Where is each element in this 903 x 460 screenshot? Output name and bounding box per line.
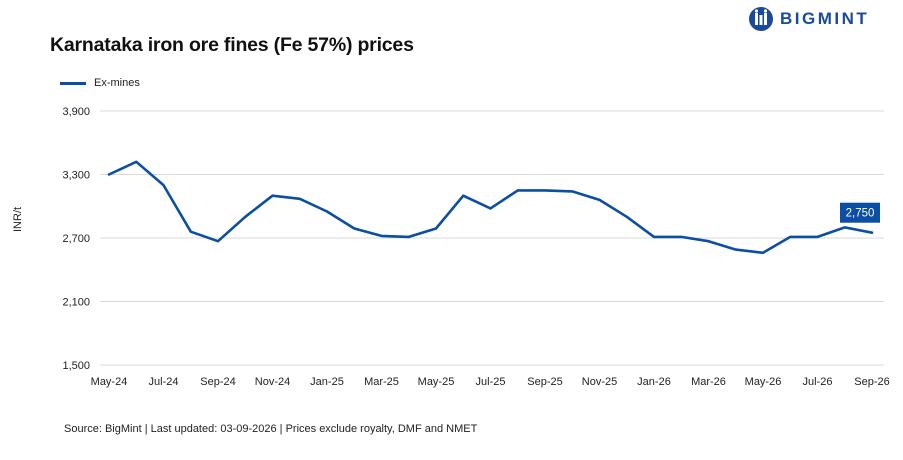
y-tick-label: 2,100	[62, 297, 90, 309]
chart-title: Karnataka iron ore fines (Fe 57%) prices	[50, 34, 414, 56]
x-tick-label: Sep-26	[854, 376, 889, 388]
annotation-group: 2,750	[840, 202, 880, 223]
series-group	[107, 160, 874, 255]
x-tick-label: Mar-26	[691, 376, 726, 388]
x-tick-label: Jan-26	[637, 376, 671, 388]
gridlines	[100, 110, 884, 366]
x-tick-label: Sep-24	[200, 376, 235, 388]
x-tick-label: Jul-25	[476, 376, 506, 388]
annotation-box	[840, 202, 880, 223]
x-tick-label: May-26	[745, 376, 782, 388]
x-tick-label: Nov-24	[255, 376, 290, 388]
bigmint-logo: BIGMINT	[748, 6, 869, 32]
x-tick-label: Nov-25	[582, 376, 617, 388]
x-tick-label: Mar-25	[364, 376, 399, 388]
y-tick-label: 3,900	[62, 106, 90, 118]
x-tick-label: May-24	[91, 376, 128, 388]
x-tick-label: Jul-24	[149, 376, 179, 388]
chart-legend: Ex-mines	[60, 77, 140, 89]
annotation-label: 2,750	[846, 208, 875, 220]
bigmint-wordmark: BIGMINT	[780, 9, 870, 28]
legend-label-ex-mines: Ex-mines	[94, 77, 140, 89]
x-tick-label: Jan-25	[310, 376, 344, 388]
source-note: Source: BigMint | Last updated: 03-09-20…	[64, 423, 478, 435]
series-line-ex-mines	[107, 160, 874, 255]
legend-swatch-ex-mines	[60, 81, 86, 85]
x-tick-label: May-25	[418, 376, 455, 388]
y-tick-label: 3,300	[62, 170, 90, 182]
bigmint-logo-icon	[749, 7, 773, 31]
y-tick-label: 1,500	[62, 360, 90, 372]
y-axis-ticks: 3,900 3,300 2,700 2,100 1,500	[62, 106, 90, 372]
x-tick-label: Jul-26	[803, 376, 833, 388]
x-axis-ticks: May-24 Jul-24 Sep-24 Nov-24 Jan-25 Mar-25 May-…	[91, 376, 890, 388]
x-tick-label: Sep-25	[527, 376, 562, 388]
y-tick-label: 2,700	[62, 233, 90, 245]
